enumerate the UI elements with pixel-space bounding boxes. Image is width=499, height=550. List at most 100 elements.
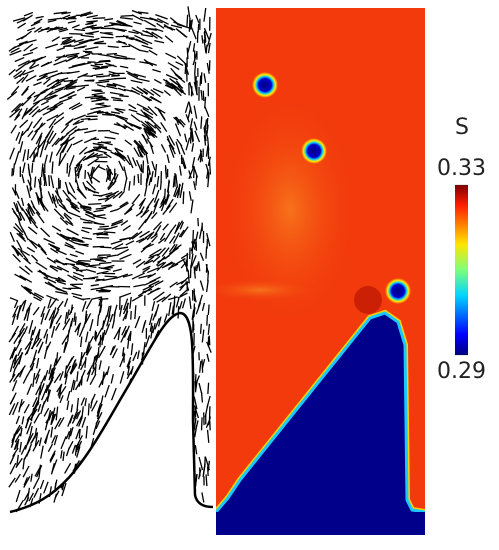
director [67,211,81,218]
director [152,87,164,94]
director [72,460,81,472]
director [204,106,210,118]
director [16,426,23,435]
director [66,70,80,75]
director [86,346,93,356]
director [46,114,59,122]
director [187,41,192,54]
director [126,57,136,60]
director [103,277,118,281]
director [123,298,129,311]
director [138,49,149,53]
director [66,86,76,90]
director [99,261,112,265]
director [193,121,198,131]
director [132,351,138,362]
director [44,94,57,100]
director [143,130,150,140]
director [95,331,98,342]
obstacle-region [216,311,425,535]
director [13,70,23,78]
director [89,319,94,332]
director [206,117,209,130]
director [49,151,53,163]
director [142,285,152,291]
director [150,233,158,240]
director [111,219,124,225]
director [14,223,24,233]
director [85,331,89,343]
director [40,100,49,106]
director [203,135,207,146]
director [175,116,185,128]
director [14,151,20,165]
director [43,345,49,359]
director [45,75,55,80]
director [37,344,43,354]
director [46,26,58,33]
director [142,206,150,216]
director [19,274,33,283]
director [113,56,128,60]
director [163,25,173,29]
director [80,34,95,38]
director [33,487,40,498]
director [32,306,40,316]
director [206,353,210,362]
director [23,448,31,460]
director [50,175,55,189]
director [54,490,60,499]
director [69,32,83,35]
director [65,242,74,248]
director [73,236,84,242]
director [43,407,50,417]
director [199,75,202,86]
director [81,416,87,428]
director [26,121,33,132]
director [157,316,162,327]
director [164,191,170,205]
director [203,7,207,22]
director [33,91,46,98]
director [145,152,149,165]
director [131,157,137,167]
director [9,231,15,242]
director [54,54,66,62]
director [103,24,115,28]
director [64,462,72,474]
director [58,417,65,428]
director [190,128,194,143]
director [151,184,157,195]
director [123,177,128,192]
director [131,230,143,240]
director [148,177,152,186]
director [180,276,190,285]
director [122,273,133,278]
director [81,229,90,234]
director [46,294,59,302]
director [40,445,44,459]
director [157,237,166,244]
director [55,352,59,364]
director [16,438,20,449]
director [15,489,21,503]
director-field [6,6,212,513]
director [129,332,132,342]
director [142,265,151,271]
director [49,318,55,328]
director [170,144,176,155]
director [66,355,75,368]
director [160,122,168,132]
director [128,181,131,191]
director [85,152,99,161]
director [143,111,154,119]
director [109,313,114,323]
director [150,171,154,183]
director [117,87,126,92]
director [71,444,77,454]
director [53,358,57,367]
director [205,474,208,487]
director [18,130,24,145]
director [139,88,149,95]
director [104,136,116,140]
